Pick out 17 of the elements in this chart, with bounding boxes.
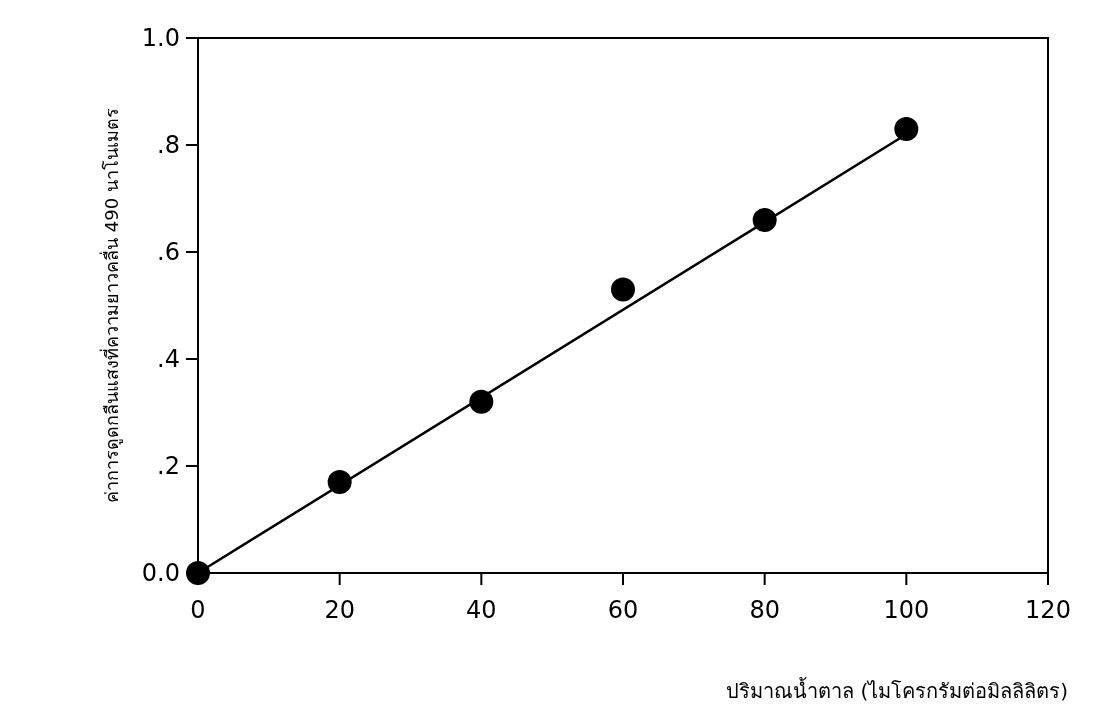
x-tick-label: 100 [883,596,930,624]
x-axis-title: ปริมาณน้ำตาล (ไมโครกรัมต่อมิลลิลิตร) [726,677,1068,703]
point [894,116,919,141]
x-tick-label: 120 [1025,596,1071,624]
x-tick-label: 60 [607,596,639,624]
y-axis-title: ค่าการดูดกลืนแสงที่ความยาวคลื่น 490 นาโนเมตร [99,108,123,503]
point [611,277,635,302]
y-tick-label: .8 [157,131,180,160]
x-tick-label: 20 [324,596,355,624]
y-tick-label: .6 [157,238,180,267]
x-tick-label: 80 [749,596,780,624]
y-tick-label: 0.0 [141,559,180,588]
y-tick-label: .2 [157,452,180,481]
x-tick-label: 0 [190,596,206,624]
y-tick-label: .4 [157,345,180,374]
x-tick-label: 40 [466,596,497,624]
y-tick-label: 1.0 [141,24,180,53]
